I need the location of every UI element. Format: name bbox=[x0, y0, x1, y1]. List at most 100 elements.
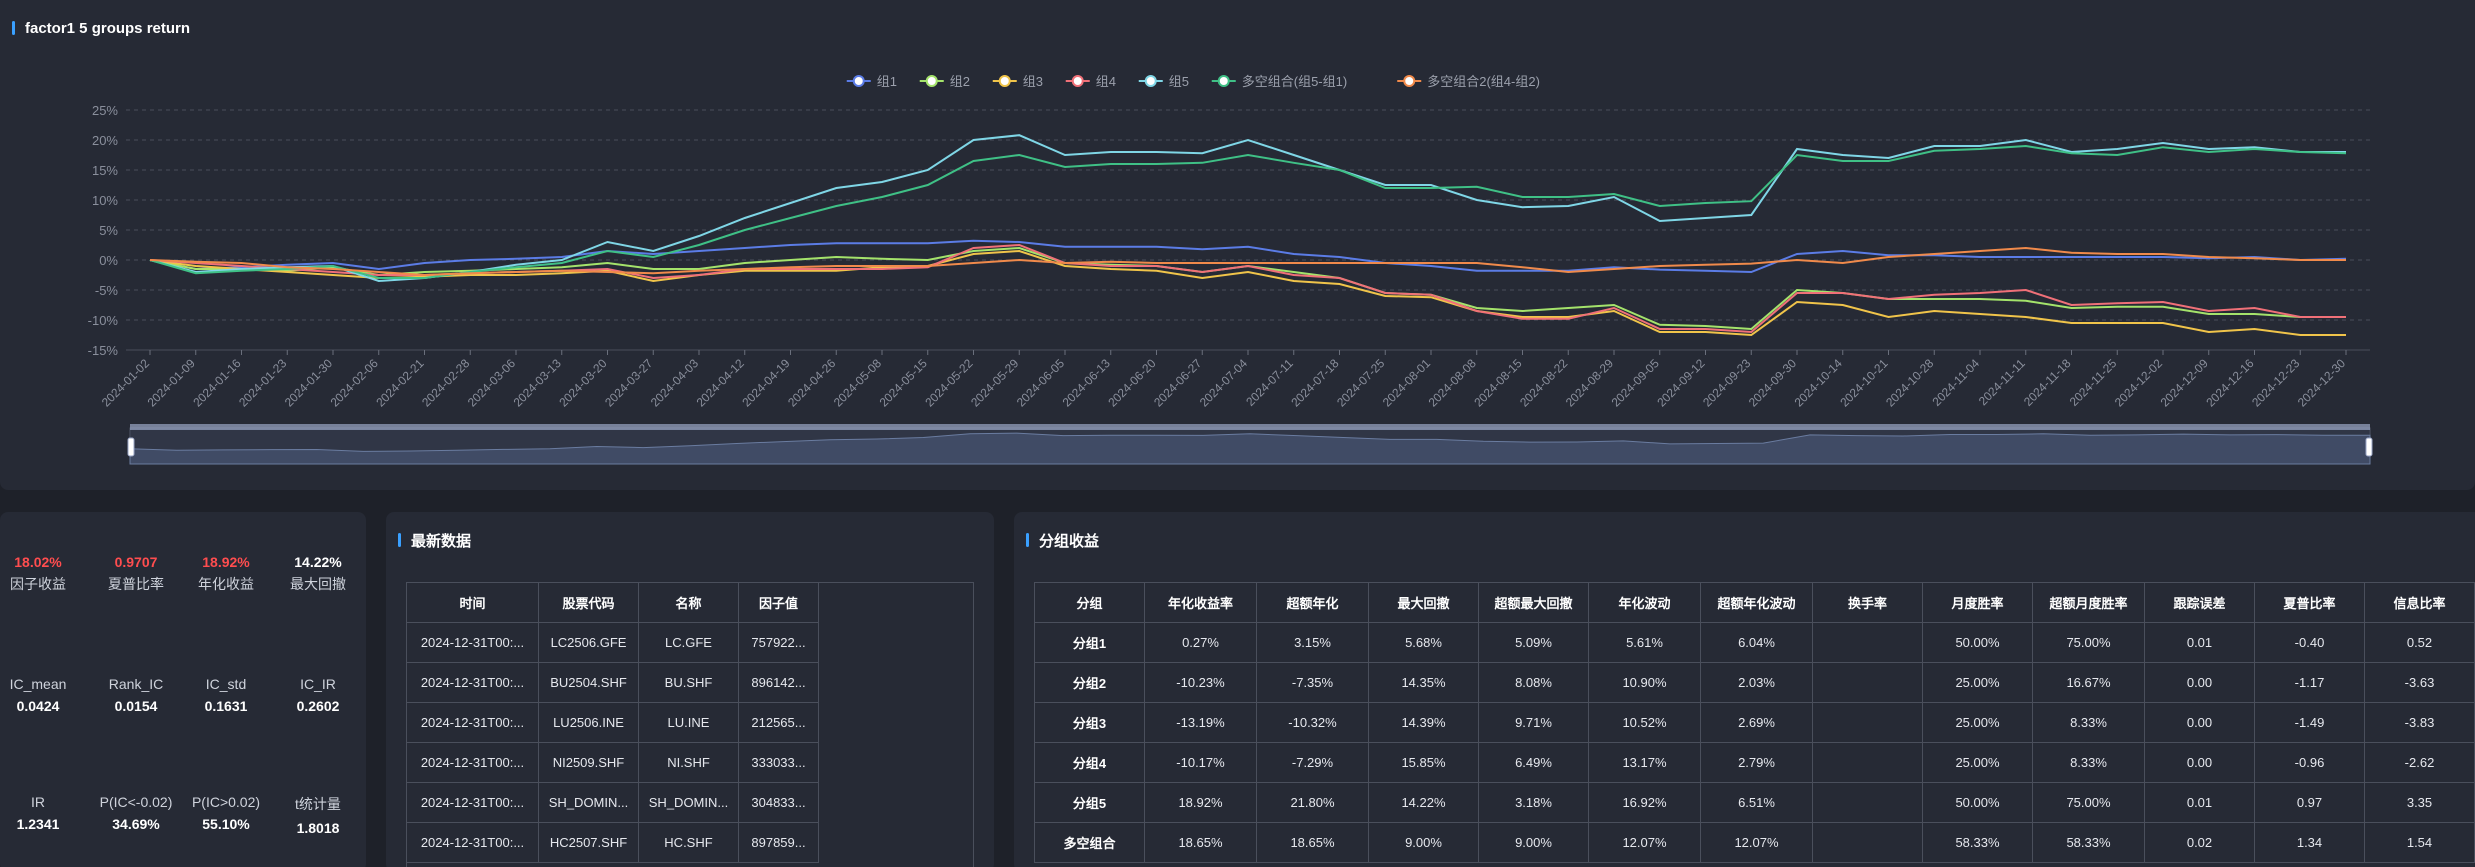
table-row[interactable]: 多空组合 18.65% 18.65% 9.00% 9.00% 12.07% 12.07% 58… bbox=[1034, 822, 2475, 863]
table-cell: 58.33% bbox=[2032, 822, 2145, 863]
column-header[interactable]: 时间 bbox=[406, 582, 539, 623]
table-cell: -10.32% bbox=[1256, 702, 1369, 743]
table-row[interactable]: 2024-12-31T00:... LC2506.GFE LC.GFE 757922.… bbox=[406, 622, 819, 663]
latest-data-table: 时间 股票代码 名称 因子值 2024-12-31T00:... LC2506.GFE LC… bbox=[406, 582, 819, 863]
table-row[interactable]: 2024-12-31T00:... HC2507.SHF HC.SHF 897859.… bbox=[406, 822, 819, 863]
legend-marker bbox=[852, 75, 865, 87]
column-header[interactable]: 最大回撤 bbox=[1368, 582, 1479, 623]
table-row[interactable]: 2024-12-31T00:... SH_DOMIN... SH_DOMIN... 3… bbox=[406, 782, 819, 823]
group-return-table: 分组 年化收益率 超额年化 最大回撤 超额最大回撤 年化波动 超额年化波动 换手率 月度胜率 超额… bbox=[1034, 582, 2475, 863]
x-tick-label: 2024-11-18 bbox=[2021, 356, 2074, 409]
table-row[interactable]: 分组5 18.92% 21.80% 14.22% 3.18% 16.92% 6.51% 50.… bbox=[1034, 782, 2475, 823]
legend-item[interactable]: 组1 bbox=[846, 74, 897, 89]
table-row[interactable]: 2024-12-31T00:... BU2504.SHF BU.SHF 896142.… bbox=[406, 662, 819, 703]
legend-label: 组4 bbox=[1096, 74, 1116, 89]
legend-item[interactable]: 组2 bbox=[919, 74, 970, 89]
stat-item: Rank_IC 0.0154 bbox=[91, 676, 181, 714]
table-cell bbox=[1812, 782, 1923, 823]
column-header[interactable]: 超额年化 bbox=[1256, 582, 1369, 623]
y-tick-label: -5% bbox=[95, 283, 119, 298]
column-header[interactable]: 分组 bbox=[1034, 582, 1145, 623]
zoom-handle-right[interactable] bbox=[2365, 437, 2373, 457]
y-tick-label: 15% bbox=[92, 163, 118, 178]
column-header[interactable]: 超额年化波动 bbox=[1700, 582, 1813, 623]
table-row[interactable]: 2024-12-31T00:... NI2509.SHF NI.SHF 333033.… bbox=[406, 742, 819, 783]
x-tick-label: 2024-08-22 bbox=[1517, 356, 1571, 410]
x-tick-label: 2024-03-13 bbox=[511, 356, 565, 410]
table-cell: 10.90% bbox=[1588, 662, 1701, 703]
column-header[interactable]: 信息比率 bbox=[2364, 582, 2475, 623]
table-cell: 3.18% bbox=[1478, 782, 1589, 823]
table-row[interactable]: 分组2 -10.23% -7.35% 14.35% 8.08% 10.90% 2.03% 25… bbox=[1034, 662, 2475, 703]
title-accent-bar bbox=[12, 21, 15, 35]
latest-data-title: 最新数据 bbox=[398, 530, 471, 550]
line-chart[interactable]: 25%20%15%10%5%0%-5%-10%-15%2024-01-02202… bbox=[0, 0, 2475, 490]
table-cell bbox=[1812, 822, 1923, 863]
column-header[interactable]: 年化波动 bbox=[1588, 582, 1701, 623]
table-cell: 0.97 bbox=[2254, 782, 2365, 823]
zoom-handle-left[interactable] bbox=[127, 437, 135, 457]
legend-marker bbox=[1403, 75, 1416, 87]
stat-item: 0.9707 夏普比率 bbox=[91, 554, 181, 594]
x-tick-label: 2024-10-21 bbox=[1837, 356, 1891, 410]
table-cell: -7.35% bbox=[1256, 662, 1369, 703]
legend-item[interactable]: 组5 bbox=[1138, 74, 1189, 89]
table-cell: 15.85% bbox=[1368, 742, 1479, 783]
legend-item[interactable]: 多空组合(组5-组1) bbox=[1211, 74, 1347, 89]
x-tick-label: 2024-12-16 bbox=[2203, 356, 2257, 410]
legend-marker bbox=[1144, 75, 1157, 87]
legend-label: 多空组合2(组4-组2) bbox=[1427, 74, 1540, 89]
table-row[interactable]: 分组3 -13.19% -10.32% 14.39% 9.71% 10.52% 2.69% 2… bbox=[1034, 702, 2475, 743]
column-header[interactable]: 因子值 bbox=[738, 582, 819, 623]
group-return-title-text: 分组收益 bbox=[1039, 532, 1100, 550]
stat-item: P(IC>0.02) 55.10% bbox=[181, 794, 271, 832]
x-tick-label: 2024-01-02 bbox=[99, 356, 153, 410]
table-row[interactable]: 分组4 -10.17% -7.29% 15.85% 6.49% 13.17% 2.79% 25… bbox=[1034, 742, 2475, 783]
legend-item[interactable]: 组4 bbox=[1065, 74, 1116, 89]
legend-label: 多空组合(组5-组1) bbox=[1242, 74, 1347, 89]
x-tick-label: 2024-05-15 bbox=[877, 356, 931, 410]
table-cell: 分组3 bbox=[1034, 702, 1145, 743]
x-tick-label: 2024-04-12 bbox=[694, 356, 748, 410]
stat-item: 18.02% 因子收益 bbox=[0, 554, 83, 594]
table-cell: 12.07% bbox=[1588, 822, 1701, 863]
column-header[interactable]: 夏普比率 bbox=[2254, 582, 2365, 623]
table-cell: 2024-12-31T00:... bbox=[406, 822, 539, 863]
table-row[interactable]: 分组1 0.27% 3.15% 5.68% 5.09% 5.61% 6.04% 50.00% 7… bbox=[1034, 622, 2475, 663]
table-cell: 6.49% bbox=[1478, 742, 1589, 783]
stat-label: IC_std bbox=[205, 676, 247, 692]
table-cell: 3.15% bbox=[1256, 622, 1369, 663]
stat-label: t统计量 bbox=[295, 796, 341, 812]
column-header[interactable]: 股票代码 bbox=[538, 582, 639, 623]
table-cell: 0.01 bbox=[2144, 782, 2255, 823]
table-cell: LU.INE bbox=[638, 702, 739, 743]
chart-panel: factor1 5 groups return 25% 20% 15% 10% 5% 0%… bbox=[0, 0, 2475, 490]
table-cell: 2.03% bbox=[1700, 662, 1813, 703]
column-header[interactable]: 月度胜率 bbox=[1922, 582, 2033, 623]
table-cell: -1.49 bbox=[2254, 702, 2365, 743]
table-row[interactable]: 2024-12-31T00:... LU2506.INE LU.INE 212565.… bbox=[406, 702, 819, 743]
column-header[interactable]: 超额月度胜率 bbox=[2032, 582, 2145, 623]
column-header[interactable]: 超额最大回撤 bbox=[1478, 582, 1589, 623]
stat-value: 18.92% bbox=[202, 554, 250, 570]
x-tick-label: 2024-06-13 bbox=[1060, 356, 1114, 410]
column-header[interactable]: 跟踪误差 bbox=[2144, 582, 2255, 623]
table-cell bbox=[1812, 662, 1923, 703]
table-cell: -1.17 bbox=[2254, 662, 2365, 703]
stat-label: Rank_IC bbox=[108, 676, 164, 692]
column-header[interactable]: 名称 bbox=[638, 582, 739, 623]
column-header[interactable]: 年化收益率 bbox=[1144, 582, 1257, 623]
table-cell: -7.29% bbox=[1256, 742, 1369, 783]
zoom-move-bar bbox=[130, 424, 2370, 430]
column-header[interactable]: 换手率 bbox=[1812, 582, 1923, 623]
table-cell: -10.23% bbox=[1144, 662, 1257, 703]
legend-item[interactable]: 组3 bbox=[992, 74, 1043, 89]
x-tick-label: 2024-09-23 bbox=[1700, 356, 1754, 410]
table-cell: 50.00% bbox=[1922, 782, 2033, 823]
x-tick-label: 2024-09-30 bbox=[1746, 356, 1800, 410]
table-cell: 25.00% bbox=[1922, 702, 2033, 743]
legend-item[interactable]: 多空组合2(组4-组2) bbox=[1397, 74, 1540, 89]
series-line bbox=[149, 249, 2346, 337]
data-zoom-slider[interactable] bbox=[127, 424, 2373, 465]
table-cell: 10.52% bbox=[1588, 702, 1701, 743]
